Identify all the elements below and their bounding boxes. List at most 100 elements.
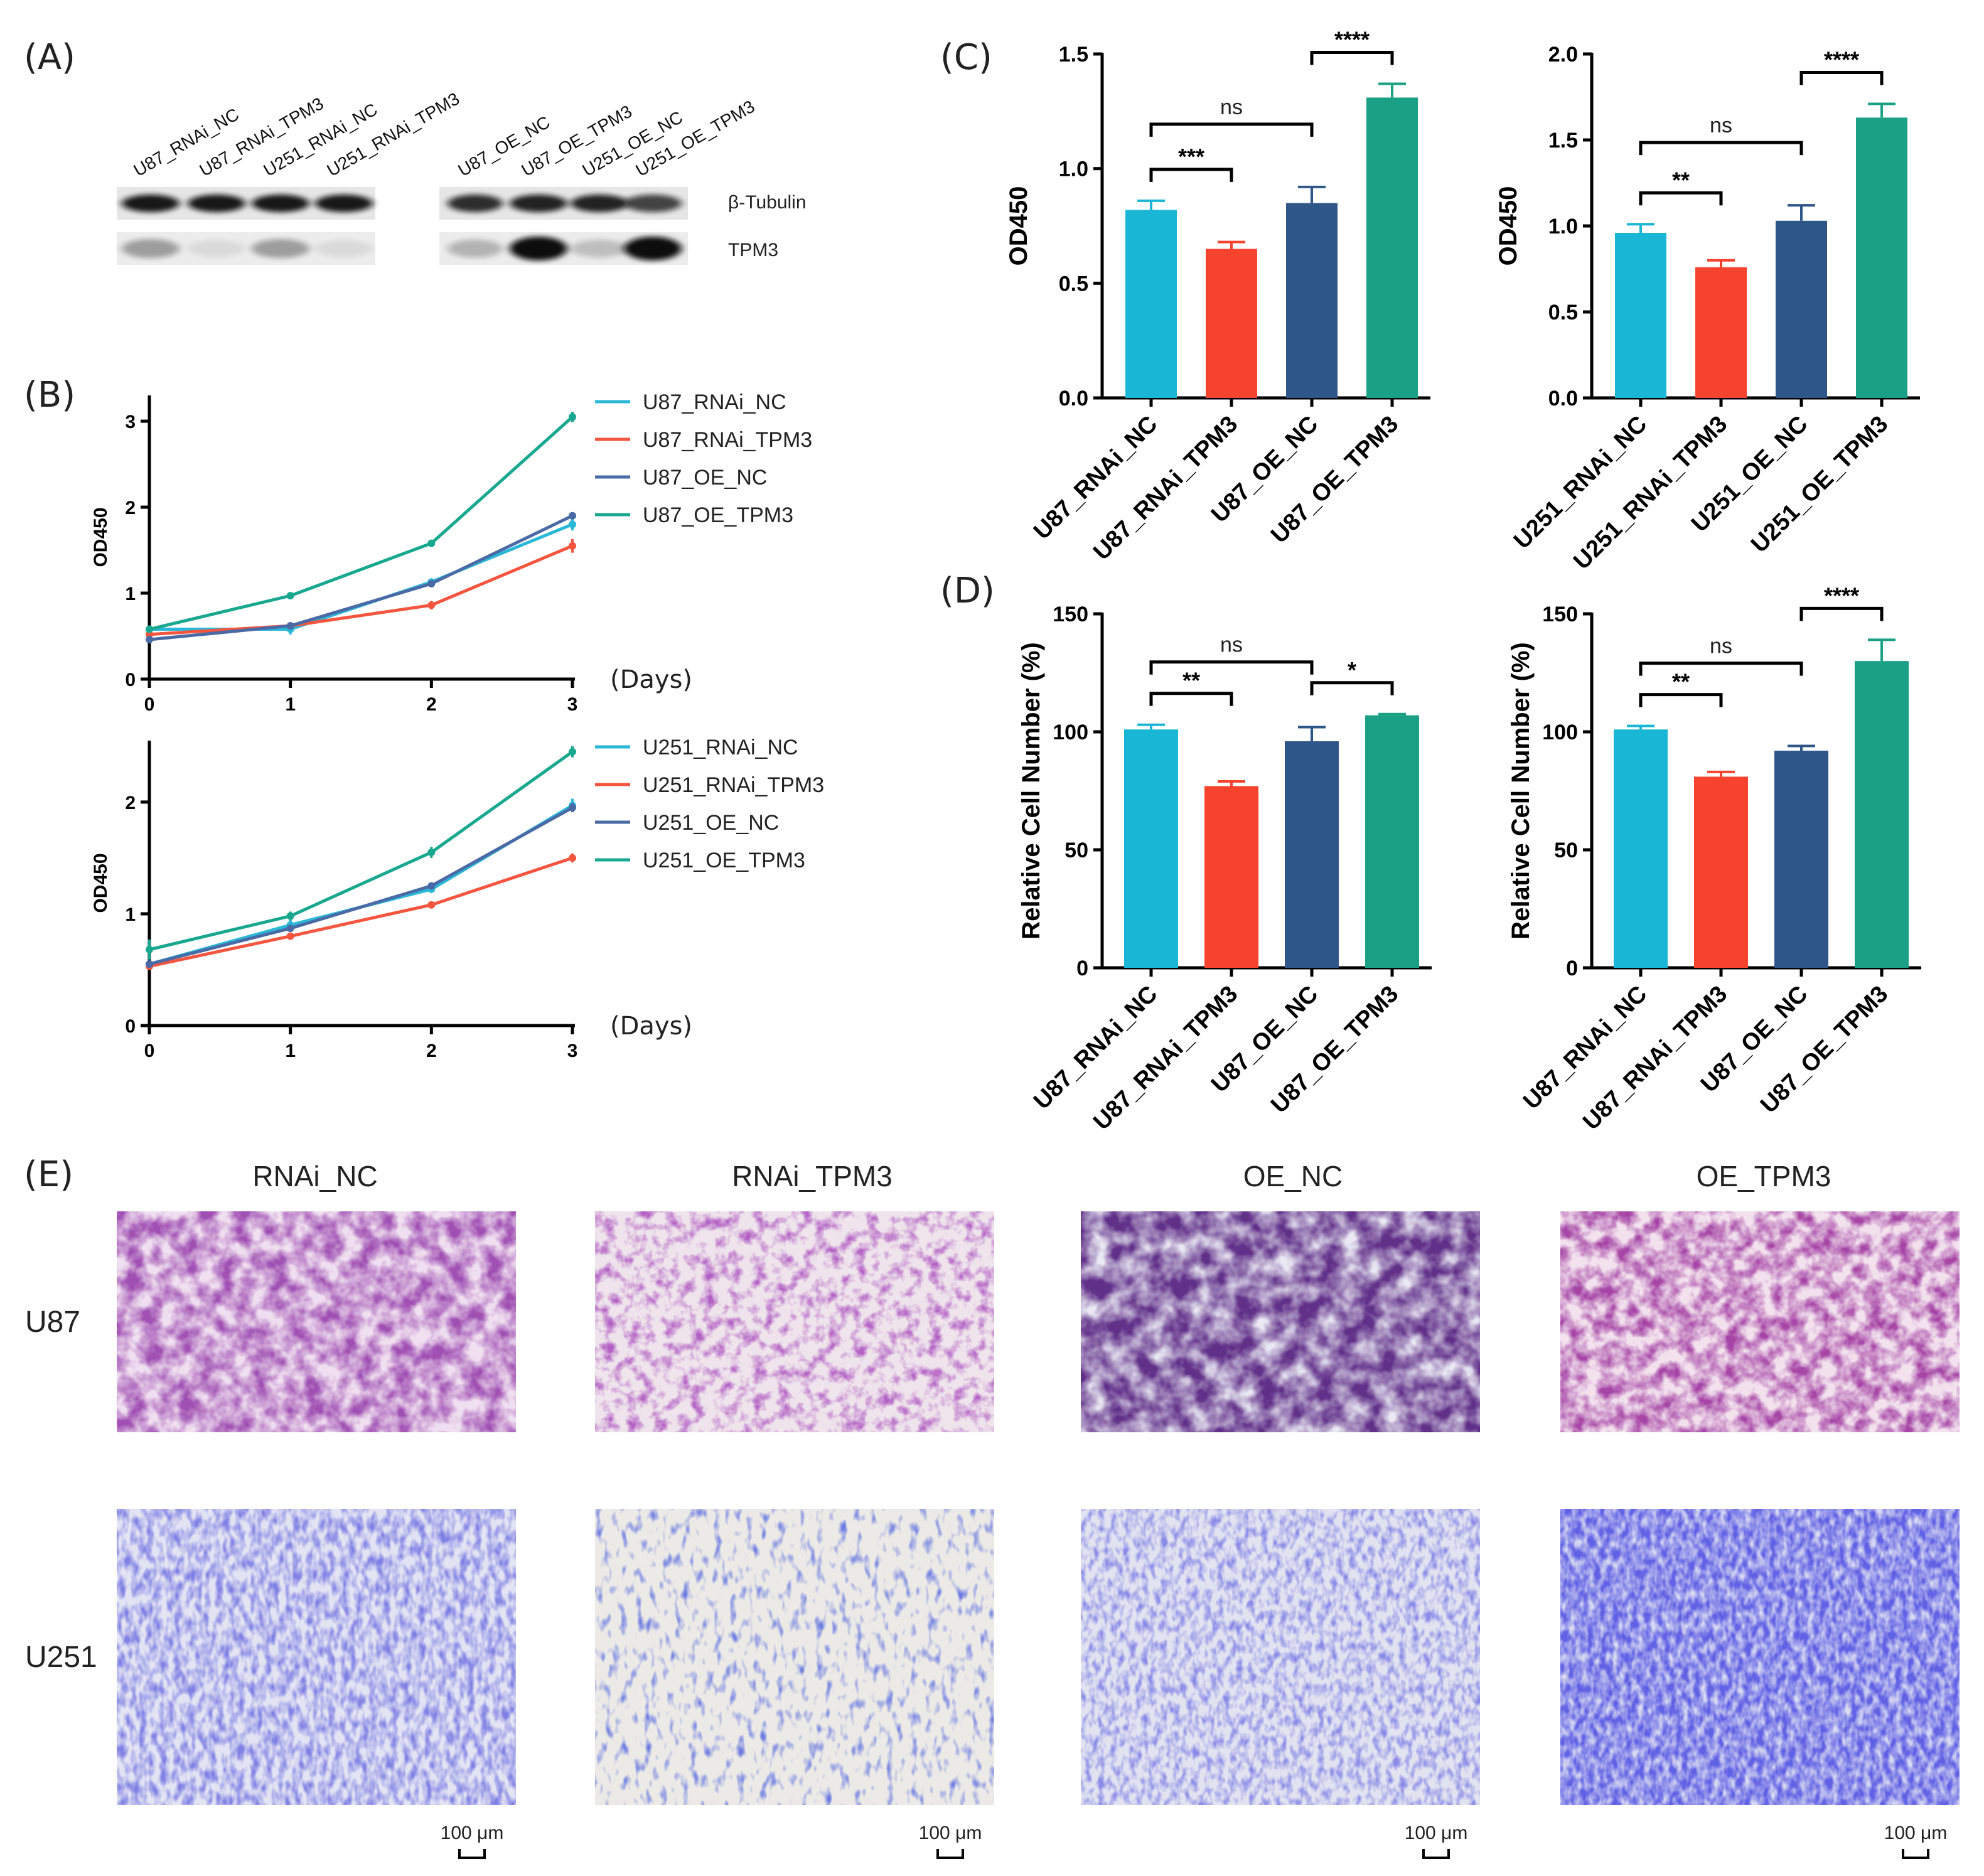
band-tpm3 [448,239,503,258]
legend-label: U251_RNAi_NC [643,736,798,759]
category-label: U251_RNAi_TPM3 [1568,411,1732,575]
y-tick-label: 150 [1542,603,1578,626]
y-tick-label: 0.0 [1059,387,1088,410]
panel-label-e: (E) [24,1154,73,1195]
row-label: U87 [25,1305,80,1339]
micrograph-stain [1560,1211,1960,1432]
y-tick-label: 0 [1076,957,1088,980]
y-tick-label: 50 [1554,839,1578,862]
bar [1694,776,1748,968]
x-tick-label: 3 [567,694,578,715]
series-line [149,856,573,968]
bar [1124,729,1178,968]
micrograph-stain [1081,1509,1480,1805]
y-tick-label: 1 [125,584,136,604]
significance-label: ns [1220,633,1243,657]
scale-bar [1902,1849,1929,1859]
significance-bracket [1149,660,1314,675]
significance-label: ns [1710,635,1732,658]
legend-label: U251_OE_TPM3 [643,849,805,872]
significance-label: * [1348,657,1356,683]
band-tubulin [315,195,373,212]
x-tick-label: 0 [144,1041,155,1061]
panel-label-b: (B) [24,375,75,415]
band-tubulin [122,195,180,212]
series-line [149,514,574,641]
significance-bracket [1639,693,1723,707]
scale-bar [1902,1849,1929,1859]
category-label: U251_OE_TPM3 [1746,411,1893,558]
data-point [146,630,153,638]
x-axis-label: (Days) [610,1012,692,1041]
bar [1774,751,1828,968]
data-point [146,960,153,968]
band-tpm3 [122,239,180,259]
significance-bracket [1799,606,1884,621]
legend-label: U87_RNAi_TPM3 [643,428,812,452]
x-tick-label: 1 [285,694,296,715]
bar [1206,249,1257,398]
data-point [146,625,153,633]
legend-label: U251_RNAi_TPM3 [643,773,824,797]
data-point [286,622,294,630]
band-tpm3 [624,237,682,260]
data-point [569,854,576,862]
series-line [149,544,573,636]
scale-bar-label: 100 μm [919,1823,982,1843]
x-tick-label: 1 [285,1041,296,1061]
data-point [427,579,436,587]
scale-bar-label: 100 μm [1405,1823,1468,1843]
y-tick-label: 50 [1064,839,1088,862]
bar [1614,729,1668,968]
bar [1366,97,1418,398]
data-point [146,945,153,953]
significance-bracket [1639,141,1803,156]
bar [1286,203,1338,398]
y-tick-label: 0.5 [1548,301,1578,324]
column-title: OE_NC [1243,1160,1343,1193]
significance-label: **** [1824,46,1859,72]
y-axis-label: OD450 [90,853,111,913]
bar [1204,786,1258,968]
row-label: U251 [25,1641,97,1674]
scale-bar [458,1849,486,1859]
transwell-grid: RNAi_NC RNAi_TPM3 OE_NC OE_TPM3 U87 U251 100 μ… [25,1160,1960,1859]
bar [1615,232,1666,398]
line-chart-u251: 0 1 2 0 1 2 3 (Days) OD450 U251_RNAi_NC U251_RNAi_… [90,736,824,1061]
significance-label: **** [1334,26,1370,52]
data-point [286,932,294,940]
y-tick-label: 3 [125,412,136,432]
panel-label-c: (C) [940,37,992,78]
y-tick-label: 100 [1542,721,1578,744]
bar [1285,741,1339,968]
legend-label: U87_OE_TPM3 [643,503,793,527]
column-title: OE_TPM3 [1697,1160,1831,1193]
y-tick-label: 2 [125,793,136,813]
data-point [569,520,576,528]
marker-label-tubulin: β-Tubulin [728,192,807,213]
y-tick-label: 1.5 [1548,129,1578,153]
significance-label: ** [1182,668,1200,694]
series-line [149,415,574,631]
significance-bracket [1799,70,1884,85]
y-tick-label: 1.5 [1059,43,1088,67]
bar [1365,715,1419,968]
data-point [427,601,436,609]
band-tubulin [448,195,503,212]
significance-label: ns [1710,114,1732,137]
y-axis-label: OD450 [1494,186,1522,266]
micrograph-stain [595,1211,994,1432]
scale-bar [936,1849,964,1859]
data-point [427,849,436,857]
column-title: RNAi_TPM3 [732,1160,893,1193]
bar [1776,220,1827,398]
micrograph-stain [1081,1211,1480,1432]
significance-label: ** [1672,669,1690,695]
significance-bracket [1149,168,1233,182]
data-point [569,413,576,421]
legend-label: U87_OE_NC [643,466,767,490]
line-chart-u87: 0 1 2 3 0 1 2 3 (Days) OD450 U87_RNAi_NC U87_RNAi_T… [90,390,812,715]
column-title: RNAi_NC [252,1160,377,1193]
micrograph-stain [595,1509,994,1805]
y-axis-label: Relative Cell Number (%) [1017,642,1045,939]
